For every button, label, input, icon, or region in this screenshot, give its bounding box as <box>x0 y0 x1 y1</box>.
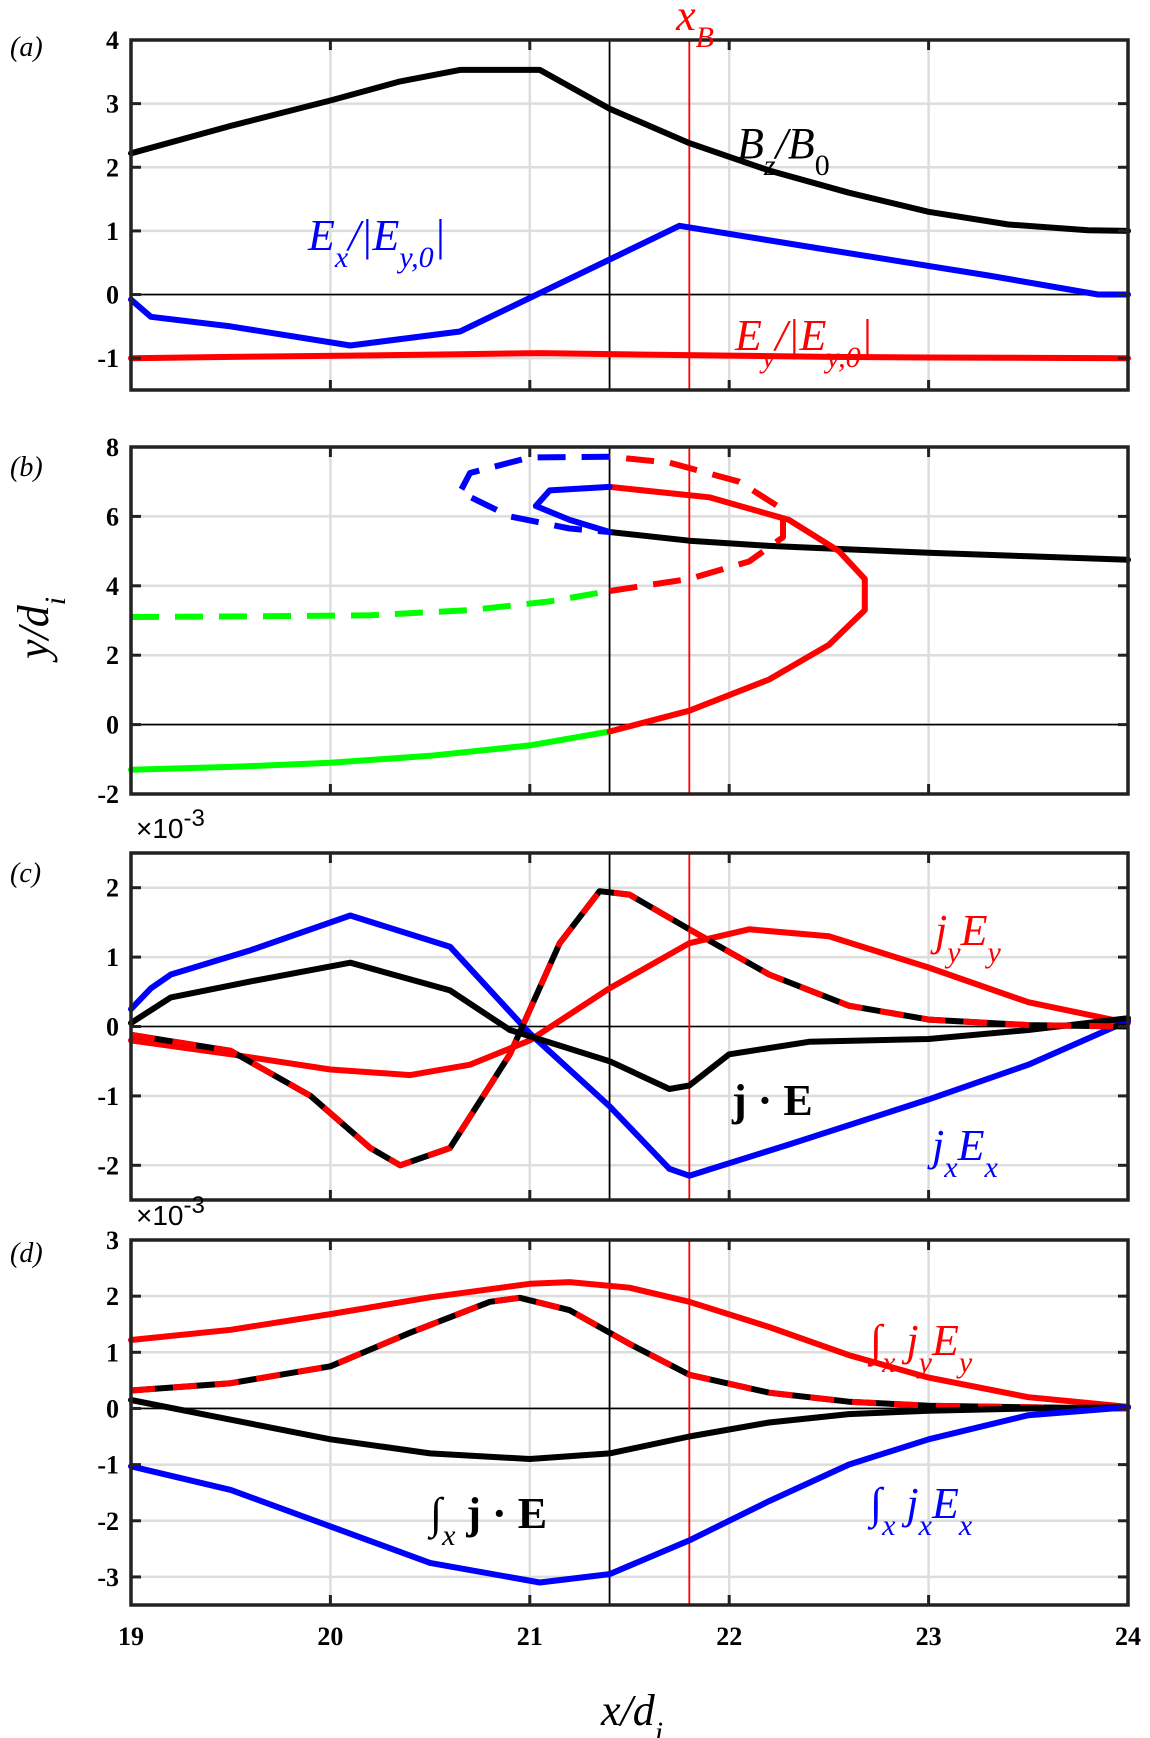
exponent-value: -3 <box>184 805 205 832</box>
series-line <box>128 1279 1131 1410</box>
series-group <box>128 888 1131 1179</box>
series-line <box>128 959 1131 1092</box>
y-tick-label: 3 <box>106 90 119 119</box>
x-tick-label: 24 <box>1115 1622 1141 1651</box>
y-tick-label: 1 <box>106 943 119 972</box>
y-tick-label: 0 <box>106 1394 119 1423</box>
series-line <box>128 1397 1131 1462</box>
y-tick-label: 2 <box>106 1282 119 1311</box>
series-group <box>128 66 1131 362</box>
panel-c: (c) ×10-3 -2 -1 0 1 2 <box>10 805 1131 1202</box>
series-line <box>128 222 1131 349</box>
y-tick-label: -2 <box>97 780 119 809</box>
y-tick-label: -3 <box>97 1563 119 1592</box>
grid <box>131 853 1128 1200</box>
xB-label: xB <box>675 0 714 54</box>
y-tick-label: 6 <box>106 502 119 531</box>
axes-frame <box>129 445 1130 796</box>
y-tick-label: 4 <box>106 572 119 601</box>
y-tick-label: 0 <box>106 1013 119 1042</box>
y-tick-label: -2 <box>97 1507 119 1536</box>
series-line <box>532 483 613 535</box>
y-axis-label: y/di <box>9 597 72 663</box>
y-tick-label: 0 <box>106 711 119 740</box>
y-tick-label: 2 <box>106 874 119 903</box>
panel-label: (c) <box>10 858 41 889</box>
annotation-int-jxex: ∫x jxEx <box>867 1479 973 1542</box>
x-tick-label: 19 <box>118 1622 144 1651</box>
series-group <box>128 1279 1131 1586</box>
series-line <box>606 529 1131 563</box>
panel-a: (a) -1 0 1 2 3 4 <box>10 26 1131 392</box>
annotation-ex: Ex/|Ey,0| <box>307 211 446 274</box>
series-line-dashed <box>609 453 786 594</box>
exponent-value: -3 <box>184 1192 205 1219</box>
y-tick-label: -2 <box>97 1151 119 1180</box>
panel-label: (d) <box>10 1238 43 1269</box>
grid <box>131 40 1128 390</box>
panel-label: (a) <box>10 32 43 63</box>
grid <box>131 1240 1128 1605</box>
panel-label: (b) <box>10 452 43 483</box>
annotation-int-jyey: ∫x jyEy <box>867 1316 973 1379</box>
series-line <box>128 1404 1131 1586</box>
y-tick-label: 2 <box>106 153 119 182</box>
series-line <box>128 66 1131 234</box>
series-line <box>128 926 1131 1079</box>
annotation-jxex: jxEx <box>927 1121 998 1184</box>
x-tick-label: 21 <box>517 1622 543 1651</box>
axes-frame <box>129 38 1130 392</box>
annotation-ey: Ey/|Ey,0| <box>734 311 873 374</box>
series-line <box>128 350 1131 362</box>
grid <box>131 447 1128 794</box>
series-line <box>128 728 613 773</box>
y-tick-label: 1 <box>106 217 119 246</box>
x-tick-label: 23 <box>916 1622 942 1651</box>
series-line <box>128 912 1131 1179</box>
y-tick-label: 0 <box>106 281 119 310</box>
panel-b: (b) y/di -2 0 2 4 6 8 <box>9 433 1131 809</box>
axes-frame <box>129 1238 1130 1607</box>
exponent-label: ×10-3 <box>136 805 205 844</box>
xB-label-sub: B <box>696 21 714 54</box>
y-tick-label: 8 <box>106 433 119 462</box>
y-tick-label: -1 <box>97 344 119 373</box>
y-tick-label: -1 <box>97 1451 119 1480</box>
y-tick-label: 3 <box>106 1226 119 1255</box>
series-line-dashdot <box>130 888 1129 1169</box>
series-line-dashdot <box>130 1294 1129 1412</box>
xB-label-base: x <box>675 0 696 40</box>
x-tick-label: 20 <box>317 1622 343 1651</box>
series-line-dashed <box>457 453 610 535</box>
y-tick-label: 1 <box>106 1338 119 1367</box>
y-tick-label: -1 <box>97 1082 119 1111</box>
series-line <box>606 483 868 735</box>
y-tick-label: 2 <box>106 641 119 670</box>
series-group <box>128 453 1131 773</box>
series-line-dashed <box>130 588 611 620</box>
x-tick-label: 22 <box>716 1622 742 1651</box>
exponent-label: ×10-3 <box>136 1192 205 1231</box>
y-tick-label: 4 <box>106 26 119 55</box>
x-axis-label: x/di <box>600 1686 663 1738</box>
annotation-jyey: jyEy <box>930 906 1001 969</box>
annotation-jdote: j · E <box>731 1076 813 1125</box>
